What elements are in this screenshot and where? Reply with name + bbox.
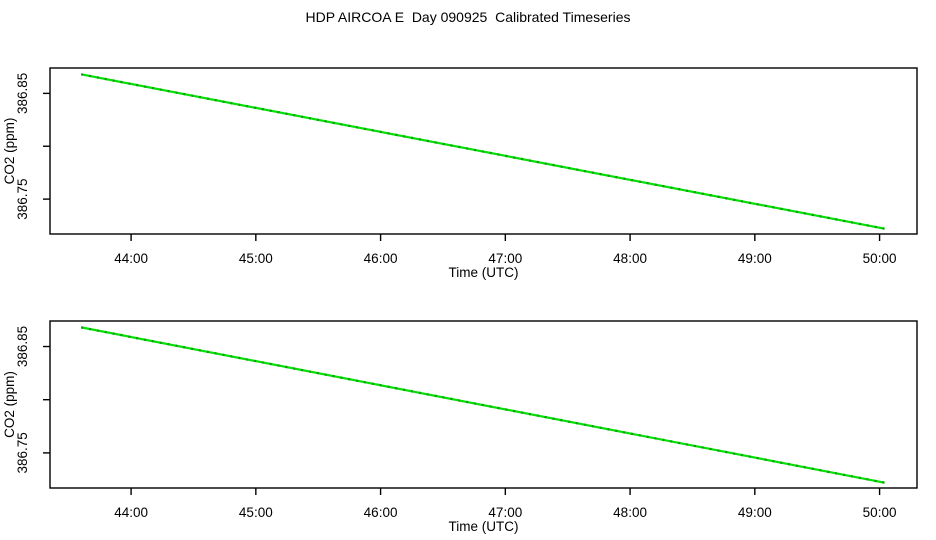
x-tick-label: 45:00 xyxy=(239,505,273,520)
y-tick-label: 386.75 xyxy=(15,432,30,473)
co2-series-line-texture xyxy=(80,326,885,484)
x-tick-label: 50:00 xyxy=(863,251,897,266)
y-tick-label: 386.85 xyxy=(15,326,30,367)
chart-title: HDP AIRCOA E Day 090925 Calibrated Times… xyxy=(305,9,631,25)
x-tick-label: 48:00 xyxy=(613,505,647,520)
x-axis-label: Time (UTC) xyxy=(449,519,519,534)
plot-box xyxy=(49,320,918,489)
co2-series-line xyxy=(80,73,885,230)
x-tick-label: 50:00 xyxy=(863,505,897,520)
x-tick-label: 44:00 xyxy=(114,251,148,266)
x-tick-label: 46:00 xyxy=(364,505,398,520)
x-tick-label: 49:00 xyxy=(738,505,772,520)
plot-box xyxy=(49,67,918,235)
x-tick-label: 47:00 xyxy=(488,251,522,266)
co2-series-line xyxy=(80,326,885,484)
x-tick-label: 46:00 xyxy=(364,251,398,266)
x-tick-label: 49:00 xyxy=(738,251,772,266)
x-tick-label: 45:00 xyxy=(239,251,273,266)
x-tick-label: 44:00 xyxy=(114,505,148,520)
co2-series-line-texture xyxy=(80,73,885,230)
y-axis-label: CO2 (ppm) xyxy=(2,118,17,185)
y-axis-label: CO2 (ppm) xyxy=(2,371,17,438)
x-tick-label: 47:00 xyxy=(488,505,522,520)
x-axis-label: Time (UTC) xyxy=(449,265,519,280)
x-tick-label: 48:00 xyxy=(613,251,647,266)
y-tick-label: 386.75 xyxy=(15,178,30,219)
y-tick-label: 386.85 xyxy=(15,73,30,114)
